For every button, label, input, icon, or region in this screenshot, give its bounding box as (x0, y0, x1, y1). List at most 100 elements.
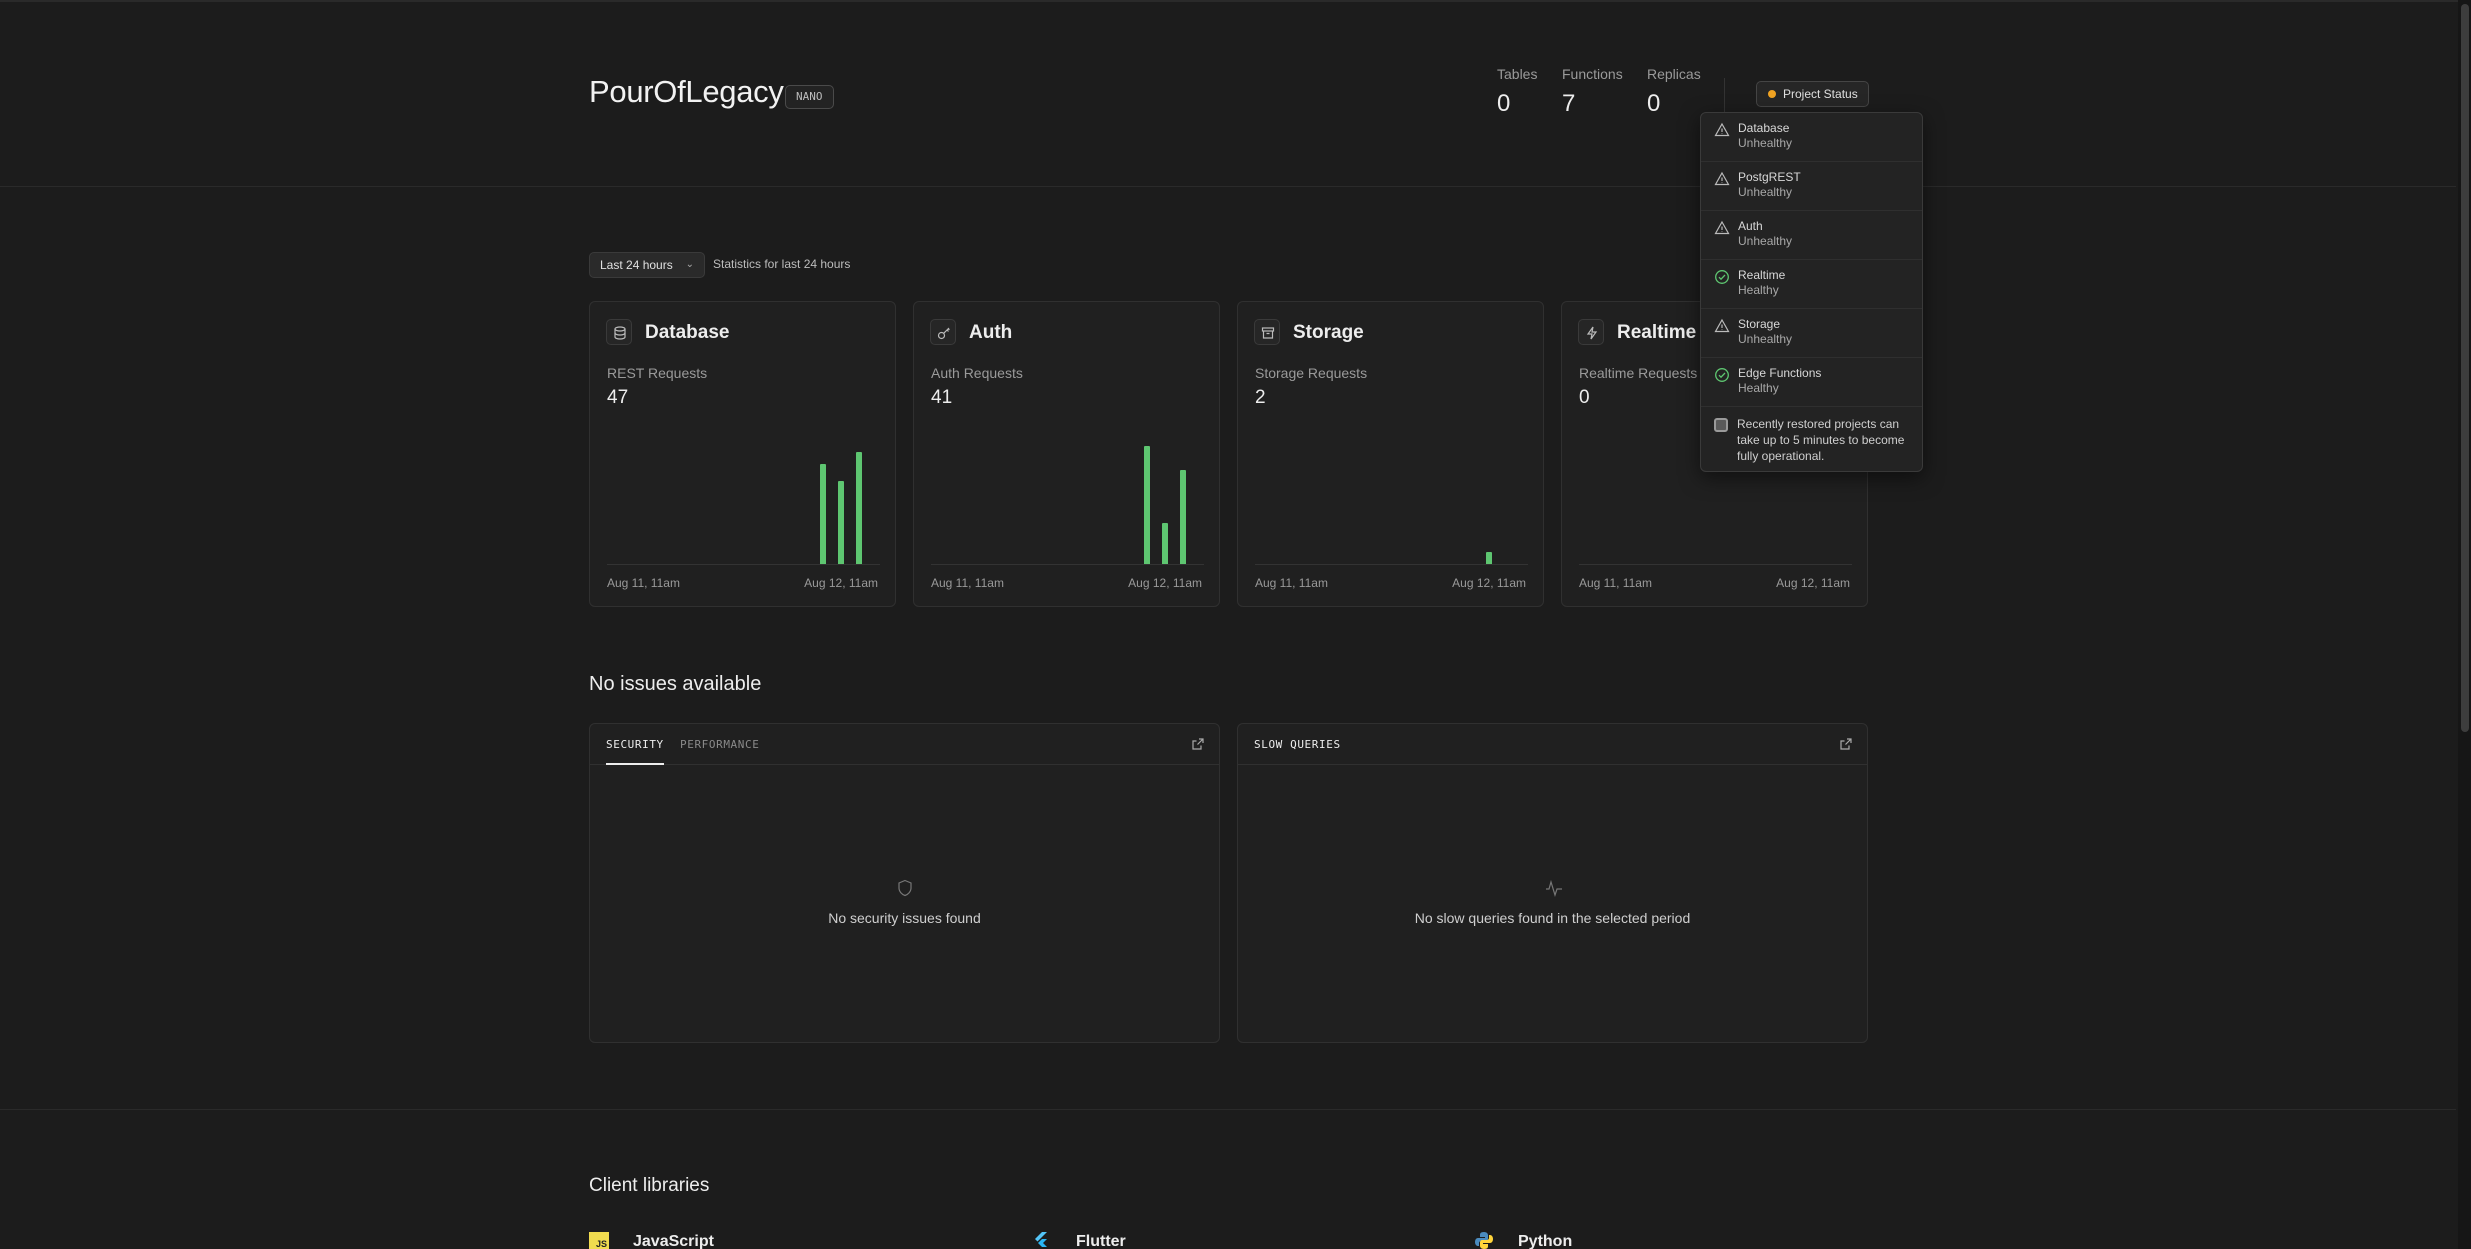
empty-message: No security issues found (828, 910, 981, 926)
card-metric: Realtime Requests (1579, 365, 1698, 381)
project-name: PourOfLegacy (589, 74, 784, 109)
card-auth[interactable]: Auth Auth Requests 41 Aug 11, 11am Aug 1… (913, 301, 1220, 607)
card-value: 0 (1579, 387, 1590, 408)
status-item-realtime[interactable]: Realtime Healthy (1701, 260, 1922, 309)
external-link-icon[interactable] (1191, 737, 1205, 756)
external-link-icon[interactable] (1839, 737, 1853, 756)
stat-value: 0 (1647, 90, 1661, 117)
chevron-down-icon: ⌄ (685, 259, 694, 270)
chart-storage (1255, 427, 1528, 565)
warning-icon (1714, 171, 1730, 192)
active-tab-indicator (606, 763, 664, 765)
stat-label: Functions (1562, 66, 1623, 82)
status-state: Unhealthy (1738, 332, 1793, 346)
card-metric: Auth Requests (931, 365, 1023, 381)
status-name: Edge Functions (1738, 366, 1822, 380)
chart-bar[interactable] (856, 452, 862, 564)
card-database[interactable]: Database REST Requests 47 Aug 11, 11am A… (589, 301, 896, 607)
status-name: Storage (1738, 317, 1781, 331)
library-javascript[interactable]: JavaScript (633, 1233, 714, 1249)
database-icon (606, 319, 632, 345)
section-divider (0, 1109, 2456, 1110)
x-axis-start: Aug 11, 11am (931, 576, 1004, 590)
x-axis-start: Aug 11, 11am (607, 576, 680, 590)
status-item-database[interactable]: Database Unhealthy (1701, 113, 1922, 162)
range-caption: Statistics for last 24 hours (713, 257, 851, 271)
slow-queries-title: SLOW QUERIES (1254, 738, 1341, 751)
status-state: Healthy (1738, 381, 1779, 395)
chart-bar[interactable] (1144, 446, 1150, 564)
scrollbar-thumb[interactable] (2461, 4, 2469, 732)
status-name: PostgREST (1738, 170, 1801, 184)
stat-value: 7 (1562, 90, 1576, 117)
status-item-postgrest[interactable]: PostgREST Unhealthy (1701, 162, 1922, 211)
stat-functions[interactable]: Functions 7 (1562, 66, 1623, 118)
chart-bar[interactable] (1486, 552, 1492, 564)
issues-title: No issues available (589, 673, 762, 695)
warning-icon (1714, 220, 1730, 241)
security-panel: SECURITY PERFORMANCE No security issues … (589, 723, 1220, 1043)
stat-value: 0 (1497, 90, 1511, 117)
activity-icon (1545, 879, 1563, 902)
card-value: 41 (931, 387, 953, 408)
status-dot-icon (1768, 90, 1776, 98)
chart-bar[interactable] (1162, 523, 1168, 564)
tab-performance[interactable]: PERFORMANCE (680, 738, 760, 751)
status-state: Healthy (1738, 283, 1779, 297)
stat-tables[interactable]: Tables 0 (1497, 66, 1537, 118)
javascript-icon: JS (589, 1232, 609, 1249)
status-state: Unhealthy (1738, 185, 1793, 199)
flutter-icon (1032, 1232, 1052, 1249)
project-status-label: Project Status (1783, 87, 1858, 101)
header-divider (1724, 78, 1725, 112)
chart-database (607, 427, 880, 565)
library-python[interactable]: Python (1518, 1233, 1573, 1249)
key-icon (930, 319, 956, 345)
client-libraries-title: Client libraries (589, 1175, 710, 1196)
card-metric: Storage Requests (1255, 365, 1368, 381)
top-border (0, 0, 2471, 2)
status-item-storage[interactable]: Storage Unhealthy (1701, 309, 1922, 358)
stat-label: Tables (1497, 66, 1538, 82)
project-status-dropdown: Database Unhealthy PostgREST Unhealthy A… (1700, 112, 1923, 472)
svg-text:JS: JS (596, 1239, 607, 1249)
card-title: Realtime (1617, 322, 1697, 343)
python-icon (1474, 1232, 1494, 1249)
chart-bar[interactable] (1180, 470, 1186, 564)
tab-security[interactable]: SECURITY (606, 738, 664, 751)
time-range-label: Last 24 hours (600, 258, 673, 272)
status-item-auth[interactable]: Auth Unhealthy (1701, 211, 1922, 260)
card-value: 2 (1255, 387, 1266, 408)
x-axis-end: Aug 12, 11am (1776, 576, 1850, 590)
chart-bar[interactable] (838, 481, 844, 564)
x-axis-end: Aug 12, 11am (804, 576, 878, 590)
stat-replicas[interactable]: Replicas 0 (1647, 66, 1701, 118)
x-axis-start: Aug 11, 11am (1579, 576, 1652, 590)
project-status-button[interactable]: Project Status (1756, 81, 1869, 107)
bolt-icon (1578, 319, 1604, 345)
warning-icon (1714, 318, 1730, 339)
time-range-select[interactable]: Last 24 hours ⌄ (589, 252, 705, 278)
card-title: Database (645, 322, 730, 343)
panel-header: SECURITY PERFORMANCE (590, 724, 1219, 765)
card-title: Auth (969, 322, 1013, 343)
archive-icon (1254, 319, 1280, 345)
panel-header: SLOW QUERIES (1238, 724, 1867, 765)
plan-badge: NANO (785, 85, 834, 109)
check-circle-icon (1714, 269, 1730, 290)
chart-bar[interactable] (820, 464, 826, 564)
card-storage[interactable]: Storage Storage Requests 2 Aug 11, 11am … (1237, 301, 1544, 607)
card-value: 47 (607, 387, 629, 408)
card-metric: REST Requests (607, 365, 708, 381)
chart-auth (931, 427, 1204, 565)
x-axis-start: Aug 11, 11am (1255, 576, 1328, 590)
slow-queries-panel: SLOW QUERIES No slow queries found in th… (1237, 723, 1868, 1043)
check-circle-icon (1714, 367, 1730, 388)
x-axis-end: Aug 12, 11am (1452, 576, 1526, 590)
header-band (0, 2, 2456, 187)
library-flutter[interactable]: Flutter (1076, 1233, 1126, 1249)
empty-message: No slow queries found in the selected pe… (1414, 910, 1691, 926)
status-item-edge-functions[interactable]: Edge Functions Healthy (1701, 358, 1922, 407)
card-title: Storage (1293, 322, 1364, 343)
chart-realtime (1579, 427, 1852, 565)
